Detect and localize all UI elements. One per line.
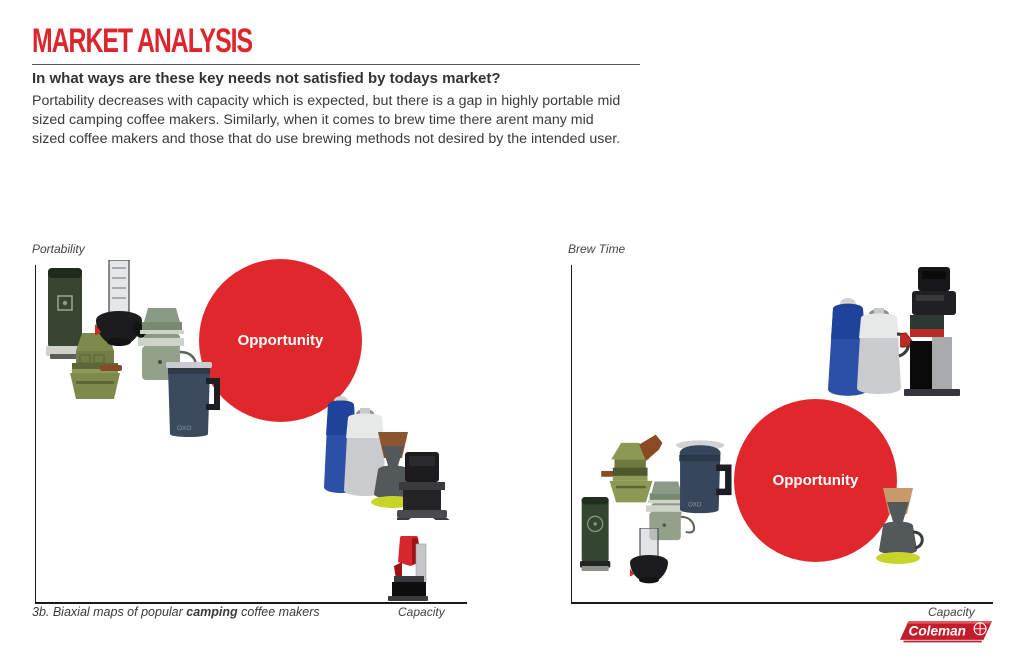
svg-text:OXO: OXO (177, 425, 191, 432)
svg-text:Coleman: Coleman (909, 624, 966, 639)
svg-text:OXO: OXO (688, 502, 702, 508)
